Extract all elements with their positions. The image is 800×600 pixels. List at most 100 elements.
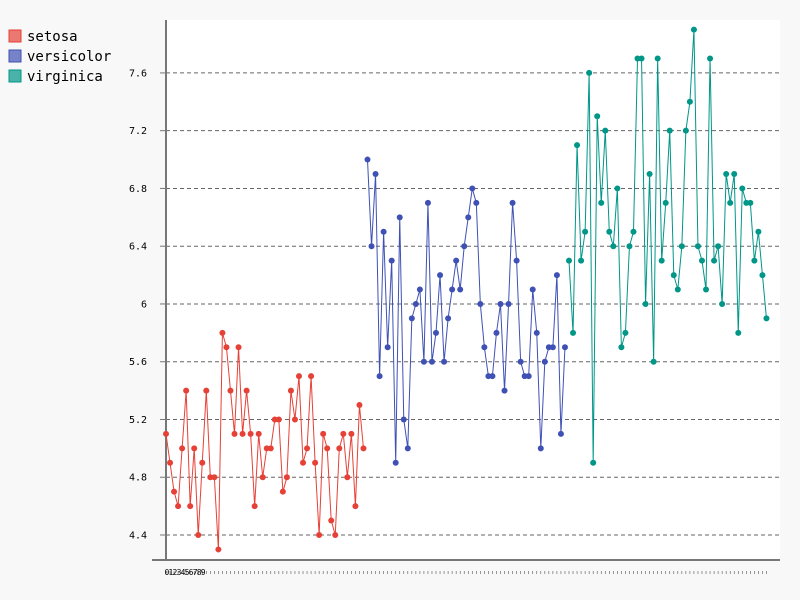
- legend-label-setosa[interactable]: setosa: [27, 29, 78, 45]
- data-point-virginica[interactable]: [598, 199, 605, 206]
- data-point-versicolor[interactable]: [453, 257, 460, 264]
- data-point-virginica[interactable]: [602, 127, 609, 134]
- data-point-versicolor[interactable]: [364, 156, 371, 163]
- data-point-virginica[interactable]: [594, 113, 601, 120]
- data-point-versicolor[interactable]: [465, 214, 472, 221]
- data-point-setosa[interactable]: [336, 445, 343, 452]
- data-point-virginica[interactable]: [650, 358, 657, 365]
- data-point-setosa[interactable]: [308, 373, 315, 380]
- data-point-versicolor[interactable]: [473, 199, 480, 206]
- legend-label-versicolor[interactable]: versicolor: [27, 49, 111, 65]
- data-point-versicolor[interactable]: [437, 272, 444, 279]
- data-point-versicolor[interactable]: [449, 286, 456, 293]
- data-point-virginica[interactable]: [759, 272, 766, 279]
- data-point-versicolor[interactable]: [517, 358, 524, 365]
- data-point-versicolor[interactable]: [513, 257, 520, 264]
- data-point-versicolor[interactable]: [368, 243, 375, 250]
- data-point-virginica[interactable]: [694, 243, 701, 250]
- data-point-versicolor[interactable]: [376, 373, 383, 380]
- data-point-virginica[interactable]: [751, 257, 758, 264]
- data-point-virginica[interactable]: [618, 344, 625, 351]
- data-point-setosa[interactable]: [195, 532, 202, 538]
- data-point-virginica[interactable]: [670, 272, 677, 279]
- data-point-virginica[interactable]: [707, 55, 714, 62]
- data-point-versicolor[interactable]: [420, 358, 427, 365]
- data-point-versicolor[interactable]: [400, 416, 407, 423]
- data-point-versicolor[interactable]: [489, 373, 496, 380]
- data-point-setosa[interactable]: [316, 532, 323, 538]
- data-point-setosa[interactable]: [304, 445, 311, 452]
- data-point-versicolor[interactable]: [380, 228, 387, 235]
- data-point-virginica[interactable]: [570, 329, 577, 336]
- data-point-setosa[interactable]: [320, 430, 327, 437]
- data-point-versicolor[interactable]: [493, 329, 500, 336]
- data-point-virginica[interactable]: [630, 228, 637, 235]
- data-point-versicolor[interactable]: [509, 199, 516, 206]
- data-point-versicolor[interactable]: [561, 344, 568, 351]
- data-point-versicolor[interactable]: [412, 300, 419, 307]
- data-point-setosa[interactable]: [259, 474, 266, 481]
- data-point-virginica[interactable]: [614, 185, 621, 192]
- data-point-setosa[interactable]: [300, 459, 307, 466]
- data-point-versicolor[interactable]: [388, 257, 395, 264]
- data-point-setosa[interactable]: [287, 387, 294, 394]
- data-point-setosa[interactable]: [219, 329, 226, 336]
- legend-swatch-setosa[interactable]: [8, 29, 22, 43]
- data-point-setosa[interactable]: [211, 474, 218, 481]
- data-point-versicolor[interactable]: [372, 171, 379, 177]
- data-point-setosa[interactable]: [312, 459, 319, 466]
- data-point-virginica[interactable]: [654, 55, 661, 62]
- data-point-virginica[interactable]: [626, 243, 633, 250]
- data-point-versicolor[interactable]: [481, 344, 488, 351]
- data-point-versicolor[interactable]: [433, 329, 440, 336]
- data-point-setosa[interactable]: [235, 344, 242, 351]
- data-point-versicolor[interactable]: [424, 199, 431, 206]
- data-point-setosa[interactable]: [167, 459, 174, 466]
- data-point-setosa[interactable]: [348, 430, 355, 437]
- data-point-virginica[interactable]: [723, 171, 730, 177]
- data-point-versicolor[interactable]: [477, 300, 484, 307]
- data-point-setosa[interactable]: [183, 387, 190, 394]
- legend-swatch-versicolor[interactable]: [8, 49, 22, 63]
- data-point-setosa[interactable]: [171, 488, 178, 495]
- data-point-virginica[interactable]: [666, 127, 673, 134]
- data-point-setosa[interactable]: [251, 503, 258, 510]
- data-point-virginica[interactable]: [747, 199, 754, 206]
- data-point-virginica[interactable]: [566, 257, 572, 264]
- data-point-setosa[interactable]: [163, 430, 169, 437]
- data-point-setosa[interactable]: [344, 474, 351, 481]
- data-point-versicolor[interactable]: [428, 358, 435, 365]
- data-point-setosa[interactable]: [231, 430, 238, 437]
- data-point-versicolor[interactable]: [553, 272, 560, 279]
- data-point-versicolor[interactable]: [541, 358, 548, 365]
- data-point-virginica[interactable]: [642, 300, 649, 307]
- data-point-virginica[interactable]: [735, 329, 742, 336]
- data-point-versicolor[interactable]: [384, 344, 391, 351]
- data-point-versicolor[interactable]: [469, 185, 476, 192]
- data-point-virginica[interactable]: [715, 243, 722, 250]
- data-point-setosa[interactable]: [291, 416, 298, 423]
- data-point-virginica[interactable]: [739, 185, 746, 192]
- data-point-versicolor[interactable]: [392, 459, 399, 466]
- data-point-setosa[interactable]: [179, 445, 186, 452]
- data-point-setosa[interactable]: [227, 387, 234, 394]
- data-point-virginica[interactable]: [682, 127, 689, 134]
- data-point-setosa[interactable]: [199, 459, 206, 466]
- data-point-virginica[interactable]: [678, 243, 685, 250]
- data-point-setosa[interactable]: [187, 503, 194, 510]
- data-point-setosa[interactable]: [279, 488, 286, 495]
- data-point-virginica[interactable]: [622, 329, 629, 336]
- data-point-setosa[interactable]: [239, 430, 246, 437]
- data-point-setosa[interactable]: [247, 430, 254, 437]
- legend-swatch-virginica[interactable]: [8, 69, 22, 83]
- data-point-virginica[interactable]: [662, 199, 669, 206]
- data-point-virginica[interactable]: [590, 459, 597, 466]
- data-point-virginica[interactable]: [731, 171, 738, 177]
- data-point-virginica[interactable]: [658, 257, 665, 264]
- data-point-versicolor[interactable]: [461, 243, 468, 250]
- data-point-virginica[interactable]: [646, 171, 653, 177]
- data-point-virginica[interactable]: [606, 228, 613, 235]
- data-point-virginica[interactable]: [755, 228, 762, 235]
- data-point-setosa[interactable]: [295, 373, 302, 380]
- data-point-versicolor[interactable]: [396, 214, 403, 221]
